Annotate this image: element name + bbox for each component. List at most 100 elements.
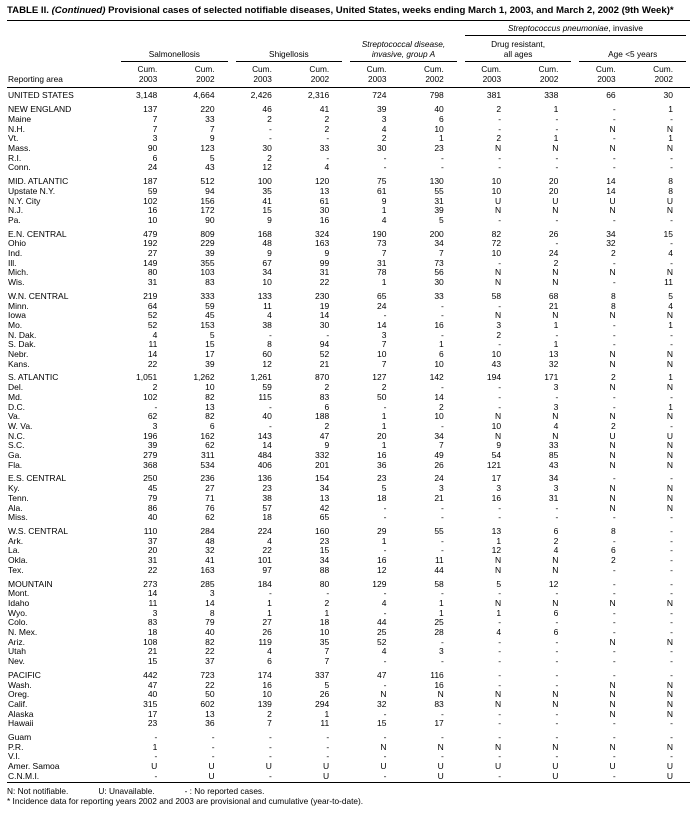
reporting-area-cell: Nebr.: [8, 349, 29, 360]
value-cell: -: [211, 751, 215, 762]
value-cell: N: [494, 689, 502, 700]
value-cell: -: [612, 329, 616, 340]
value-cell: 59: [205, 300, 215, 311]
value-cell: 4: [381, 597, 387, 608]
value-cell: N: [666, 502, 673, 513]
value-cell: N: [666, 358, 673, 369]
value-cell: 26: [434, 459, 444, 470]
reporting-area-cell: Utah: [8, 646, 26, 657]
value-cell: 80: [147, 267, 158, 278]
value-cell: 442: [143, 669, 158, 680]
value-cell: 30: [319, 319, 330, 330]
value-cell: 7: [381, 358, 387, 369]
reporting-area-cell: Idaho: [8, 597, 30, 608]
value-cell: 39: [434, 205, 444, 216]
reporting-area-cell: N. Mex.: [8, 627, 38, 638]
table-body: UNITED STATES 3,148 4,664 2,426 2,316 724 798 3…: [7, 88, 690, 782]
value-cell: 32: [205, 545, 215, 556]
value-cell: 1: [439, 339, 444, 350]
value-cell: U: [265, 761, 272, 772]
value-cell: 115: [258, 391, 272, 402]
value-cell: 22: [319, 277, 330, 288]
value-cell: 11: [434, 555, 444, 566]
value-cell: 224: [257, 526, 272, 536]
value-cell: 5: [496, 578, 502, 589]
value-cell: 3: [439, 646, 444, 657]
value-cell: 368: [143, 459, 158, 470]
reporting-area-cell: Md.: [8, 391, 23, 402]
value-cell: 14: [319, 310, 330, 321]
value-cell: 121: [486, 459, 502, 470]
value-cell: 9: [267, 248, 272, 259]
value-cell: 1: [668, 133, 673, 144]
value-cell: 11: [664, 277, 673, 288]
value-cell: 27: [147, 248, 158, 259]
value-cell: 4,664: [193, 90, 215, 101]
value-cell: -: [498, 617, 502, 628]
value-cell: N: [494, 310, 502, 321]
value-cell: 870: [315, 372, 330, 383]
table-row: Hawaii 23 36 7 11 15 17 - - - -: [7, 719, 690, 729]
value-cell: 39: [205, 248, 215, 259]
value-cell: 11: [320, 718, 330, 729]
value-cell: -: [498, 669, 502, 680]
value-cell: -: [269, 420, 272, 431]
value-cell: 130: [429, 176, 444, 187]
value-cell: 26: [319, 689, 330, 700]
table-row: Miss. 40 62 18 65 - - - - - -: [7, 513, 690, 523]
value-cell: 14: [147, 588, 158, 599]
value-cell: -: [440, 152, 444, 163]
value-cell: -: [555, 617, 559, 628]
value-cell: 200: [429, 228, 444, 239]
table-row: Ind. 27 39 9 9 7 7 10 24 2 4: [7, 248, 690, 259]
value-cell: -: [440, 420, 444, 431]
table-row: Mich. 80 103 34 31 78 56 N N N N: [7, 268, 690, 278]
value-cell: -: [440, 162, 444, 173]
value-cell: -: [612, 277, 616, 288]
value-cell: U: [437, 770, 444, 781]
value-cell: 34: [434, 238, 444, 249]
value-cell: 49: [434, 450, 444, 461]
value-cell: -: [670, 656, 673, 667]
value-cell: 194: [486, 372, 502, 383]
value-cell: 22: [205, 646, 215, 657]
value-cell: 37: [205, 656, 215, 667]
reporting-area-cell: S.C.: [8, 440, 25, 451]
value-cell: 68: [548, 290, 559, 301]
value-cell: 30: [434, 277, 444, 288]
value-cell: 406: [257, 459, 272, 470]
value-cell: 25: [434, 617, 444, 628]
value-cell: -: [383, 770, 387, 781]
value-cell: 1: [668, 319, 673, 330]
value-cell: 31: [319, 267, 330, 278]
value-cell: 46: [262, 104, 272, 115]
value-cell: 44: [434, 564, 444, 575]
value-cell: 355: [200, 257, 215, 268]
legend-line: N: Not notifiable. U: Unavailable. - : No …: [7, 786, 690, 797]
value-cell: -: [498, 123, 502, 134]
value-cell: 31: [548, 492, 559, 503]
value-cell: 2: [610, 248, 616, 259]
value-cell: 1: [381, 535, 387, 546]
value-cell: 55: [434, 185, 444, 196]
value-cell: 10: [147, 214, 158, 225]
value-cell: 484: [257, 450, 272, 461]
value-cell: 56: [434, 267, 444, 278]
value-cell: 6: [553, 607, 559, 618]
value-cell: N: [494, 277, 502, 288]
value-cell: 190: [372, 228, 387, 239]
value-cell: N: [494, 698, 502, 709]
value-cell: 4: [381, 646, 387, 657]
value-cell: -: [326, 732, 330, 743]
table-row: Del. 2 10 59 2 2 - - 3 N N: [7, 382, 690, 393]
value-cell: 59: [147, 185, 158, 196]
value-cell: -: [612, 391, 616, 402]
table-row: Amer. Samoa U U U U U U U U U U: [7, 761, 690, 772]
value-cell: 20: [548, 176, 559, 187]
value-cell: -: [498, 162, 502, 173]
value-cell: 2: [152, 382, 158, 393]
value-cell: -: [612, 214, 616, 225]
value-cell: 40: [147, 512, 158, 523]
table-row: Iowa 52 45 4 14 - - N N N N: [7, 311, 690, 321]
reporting-area-cell: Ga.: [8, 450, 22, 461]
